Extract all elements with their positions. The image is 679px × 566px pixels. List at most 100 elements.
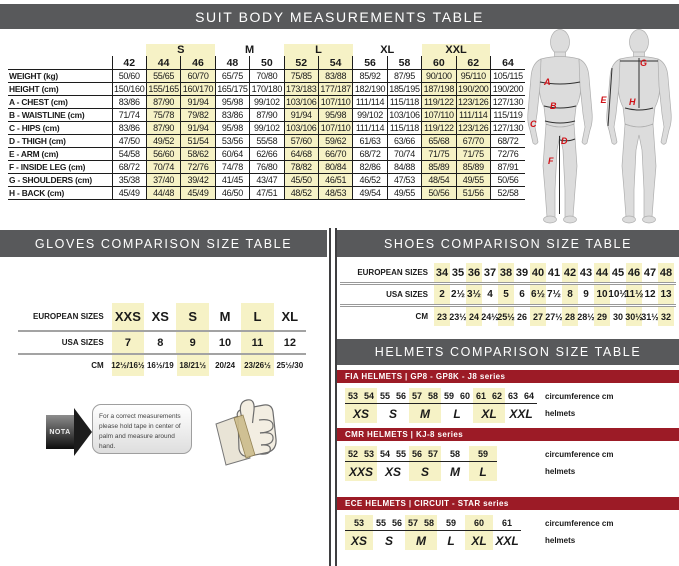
body-measurement-figures: A B C D F G E H xyxy=(527,29,672,224)
suit-table-cell: 91/94 xyxy=(180,121,216,135)
circumference-group: 60 xyxy=(465,515,493,531)
helmets-table-title: HELMETS COMPARISON SIZE TABLE xyxy=(374,345,642,359)
suit-table-cell: 103/106 xyxy=(283,121,319,135)
suit-table-cell: 68/72 xyxy=(489,134,525,148)
size-cell: 2 xyxy=(434,285,450,304)
helmet-size: XL xyxy=(465,531,493,550)
suit-table-cell: 80/84 xyxy=(317,160,353,174)
suit-table-cell: 55/58 xyxy=(249,134,285,148)
circumference-unit-label: circumference cm xyxy=(545,449,614,459)
suit-table-cell: 111/114 xyxy=(352,95,388,109)
helmet-size: S xyxy=(384,533,393,548)
circumference-value: 55 xyxy=(379,390,390,401)
suit-table-cell: 71/75 xyxy=(421,147,457,161)
suit-table-cell: 44/48 xyxy=(145,186,181,200)
size-cell: S xyxy=(176,303,209,330)
suit-row-label: D - THIGH (cm) xyxy=(8,134,112,148)
size-cell: 38 xyxy=(498,263,514,282)
suit-table-cell: 49/54 xyxy=(352,186,388,200)
size-cell: 29 xyxy=(594,307,610,326)
suit-table-cell: 48/53 xyxy=(317,186,353,200)
size-cell: 9 xyxy=(176,332,209,353)
size-cell: 10 xyxy=(594,285,610,304)
size-cell: 23½ xyxy=(449,311,467,322)
circumference-group: 57 58 xyxy=(405,515,437,531)
suit-table-cell: 56/60 xyxy=(145,147,181,161)
size-cell: 40 xyxy=(530,263,546,282)
circumference-value: 63 xyxy=(507,390,518,401)
suit-table-cell: 37/40 xyxy=(145,173,181,187)
nota-label: NOTA xyxy=(46,415,74,449)
gloves-table-title: GLOVES COMPARISON SIZE TABLE xyxy=(34,236,293,251)
suit-table-cell: 51/54 xyxy=(180,134,216,148)
helmet-circumference-row: 53 55 56 57 58 59 60 61 circumference cm xyxy=(345,515,679,531)
panel-divider-left xyxy=(329,228,331,566)
suit-row-label: WEIGHT (kg) xyxy=(8,69,112,83)
circumference-group: 53 54 xyxy=(345,388,377,404)
back-body-figure: G E H xyxy=(601,29,672,224)
size-cell: 39 xyxy=(515,266,529,279)
helmet-series-bar: CMR HELMETS | KJ-8 series xyxy=(337,428,679,441)
size-cell: 6½ xyxy=(530,285,546,304)
suit-table-cell: 115/118 xyxy=(386,121,422,135)
size-table-row: CM 12½/16½ 16½/19 18/21½ 20/24 23/26½ 25½/30 xyxy=(18,355,306,376)
marker-C: C xyxy=(530,119,537,129)
helmet-size: S xyxy=(388,406,397,421)
circumference-value: 54 xyxy=(379,448,390,459)
helmet-size: M xyxy=(450,464,460,479)
circumference-value: 58 xyxy=(423,517,434,528)
suit-table-cell: 72/76 xyxy=(489,147,525,161)
suit-table-cell: 50/60 xyxy=(111,69,147,83)
suit-table-row: C - HIPS (cm) 83/86 87/90 91/94 95/98 99/102 1… xyxy=(8,121,525,135)
size-cell: 24 xyxy=(466,307,482,326)
size-cell: 18/21½ xyxy=(176,355,209,376)
suit-table-cell: 99/102 xyxy=(249,121,285,135)
size-cell: 32 xyxy=(658,307,674,326)
size-table-row: EUROPEAN SIZES XXS XS S M L XL xyxy=(18,303,306,332)
suit-size-group-header xyxy=(112,44,146,56)
suit-size-group-header: M xyxy=(245,44,255,56)
suit-table-cell: 95/98 xyxy=(214,95,250,109)
suit-table-cell: 48/52 xyxy=(283,186,319,200)
suit-table-cell: 66/70 xyxy=(317,147,353,161)
circumference-group: 57 58 xyxy=(409,388,441,404)
marker-G: G xyxy=(640,58,647,68)
size-cell: XL xyxy=(281,309,299,324)
size-cell: 25½/30 xyxy=(276,361,304,370)
size-cell: 2½ xyxy=(451,289,465,300)
suit-size-header: 50 xyxy=(249,56,285,70)
suit-row-label: G - SHOULDERS (cm) xyxy=(8,173,112,187)
suit-table-cell: 45/49 xyxy=(180,186,216,200)
suit-table-cell: 60/64 xyxy=(214,147,250,161)
suit-table-cell: 48/54 xyxy=(421,173,457,187)
size-cell: 26 xyxy=(516,311,527,322)
circumference-group: 59 xyxy=(437,515,465,531)
circumference-group: 56 57 xyxy=(409,446,441,462)
circumference-value: 53 xyxy=(363,448,374,459)
suit-size-header: 62 xyxy=(455,56,491,70)
size-cell: 8 xyxy=(157,336,164,349)
suit-size-group-header: S xyxy=(146,44,216,56)
size-cell: XXS xyxy=(111,303,145,330)
suit-table-header: SUIT BODY MEASUREMENTS TABLE xyxy=(0,4,679,29)
shoes-table-title: SHOES COMPARISON SIZE TABLE xyxy=(383,236,633,251)
suit-table-cell: 50/56 xyxy=(421,186,457,200)
front-body-figure: A B C D F xyxy=(527,29,593,224)
panel-divider-right xyxy=(335,228,337,566)
size-cell: 11 xyxy=(241,332,274,353)
circumference-value: 57 xyxy=(427,448,438,459)
suit-table-cell: 76/80 xyxy=(249,160,285,174)
suit-row-label: HEIGHT (cm) xyxy=(8,82,112,96)
helmet-size: M xyxy=(405,531,437,550)
circumference-group: 59 xyxy=(469,446,497,462)
suit-table-cell: 187/198 xyxy=(421,82,457,96)
suit-table-cell: 127/130 xyxy=(489,95,525,109)
suit-table-cell: 90/100 xyxy=(421,69,457,83)
helmet-sizes-row: XS S M L XL XXL helmets xyxy=(345,531,679,550)
helmet-section: FIA HELMETS | GP8 - GP8K - J8 series 53 54… xyxy=(337,370,679,423)
size-cell: 10 xyxy=(218,336,232,349)
circumference-value: 64 xyxy=(523,390,534,401)
suit-table-cell: 123/126 xyxy=(455,95,491,109)
circumference-value: 58 xyxy=(449,448,460,459)
suit-table-row: HEIGHT (cm) 150/160 155/165 160/170 165/175 1… xyxy=(8,82,525,96)
